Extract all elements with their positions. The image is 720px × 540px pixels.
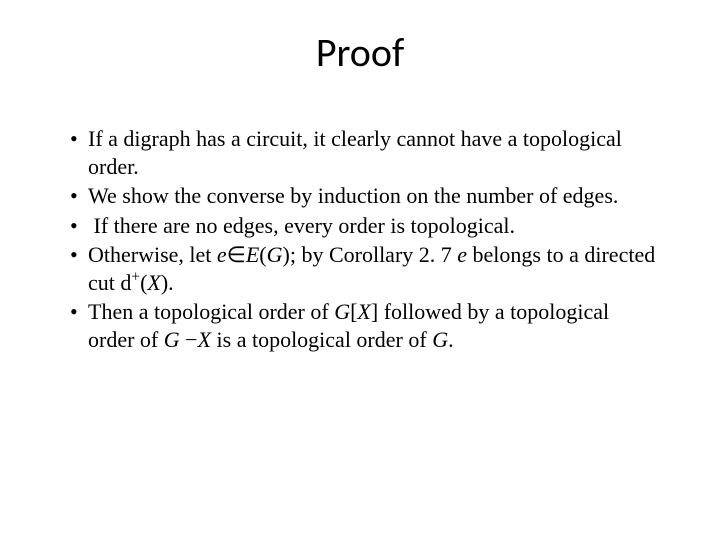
list-item: Then a topological order of G[X] followe… [60, 298, 660, 353]
list-item: We show the converse by induction on the… [60, 182, 660, 210]
bullet-list: If a digraph has a circuit, it clearly c… [60, 125, 660, 353]
page-title: Proof [60, 28, 660, 77]
list-item: Otherwise, let e∈E(G); by Corollary 2. 7… [60, 241, 660, 296]
slide: Proof If a digraph has a circuit, it cle… [0, 0, 720, 540]
list-item: If there are no edges, every order is to… [60, 212, 660, 240]
list-item: If a digraph has a circuit, it clearly c… [60, 125, 660, 180]
